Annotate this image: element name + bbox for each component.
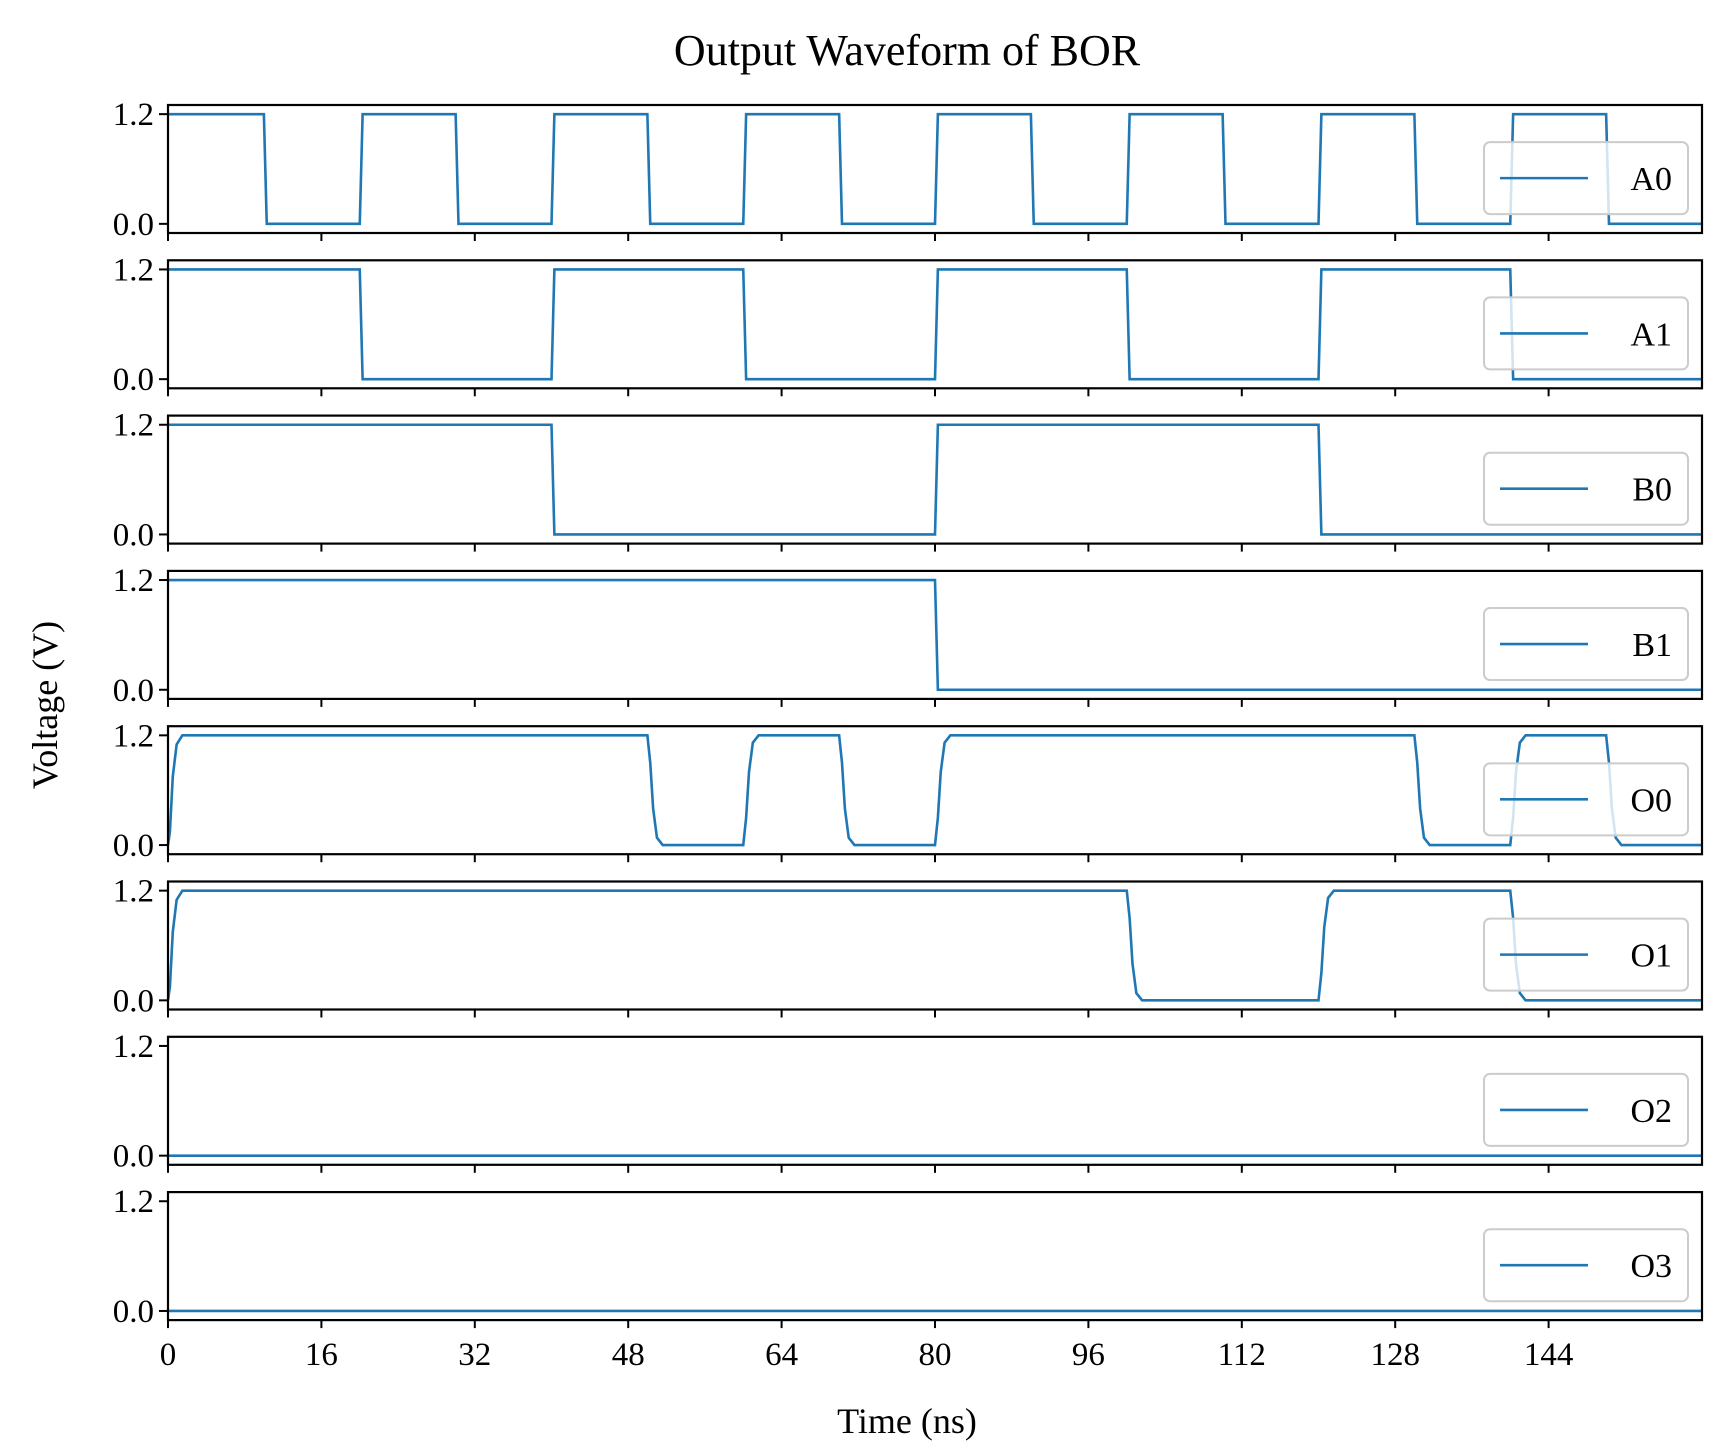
panel-b1: 0.0 1.2 B1 <box>113 563 1704 709</box>
x-tick-label-6: 96 <box>1072 1337 1105 1373</box>
panel-frame-o2 <box>166 1035 1704 1166</box>
x-tick-label-3: 48 <box>612 1337 645 1373</box>
y-axis-label: Voltage (V) <box>25 621 65 789</box>
series-line-a0 <box>168 112 1702 226</box>
legend-label-o0: O0 <box>1630 782 1672 819</box>
legend-b1: B1 <box>1483 607 1689 682</box>
legend-o2: O2 <box>1483 1072 1689 1147</box>
panel-a0: 0.0 1.2 A0 <box>113 97 1704 243</box>
y-tick-label-a1-1: 1.2 <box>113 252 154 288</box>
x-tick-label-4: 64 <box>765 1337 798 1373</box>
series-line-b1 <box>168 578 1702 692</box>
legend-label-a1: A1 <box>1630 316 1672 353</box>
x-tick-label-2: 32 <box>458 1337 491 1373</box>
panel-frame-o1 <box>166 880 1704 1011</box>
x-tick-label-5: 80 <box>919 1337 952 1373</box>
y-tick-label-b0-0: 0.0 <box>113 517 154 553</box>
panel-o2: 0.0 1.2 O2 <box>113 1029 1704 1175</box>
y-tick-label-a1-0: 0.0 <box>113 362 154 398</box>
x-tick-label-7: 112 <box>1218 1337 1266 1373</box>
panel-o1: 0.0 1.2 O1 <box>113 874 1704 1019</box>
legend-label-o2: O2 <box>1630 1093 1672 1130</box>
y-tick-label-o3-1: 1.2 <box>113 1184 154 1220</box>
x-ticks-group: 0 16 32 48 64 80 96 112 128 144 <box>160 1337 1574 1373</box>
legend-label-a0: A0 <box>1630 161 1672 198</box>
legend-o3: O3 <box>1483 1228 1689 1303</box>
y-tick-label-a0-1: 1.2 <box>113 97 154 133</box>
legend-o1: O1 <box>1483 917 1689 992</box>
y-tick-label-o1-0: 0.0 <box>113 983 154 1019</box>
x-tick-label-1: 16 <box>305 1337 338 1373</box>
legend-label-o3: O3 <box>1630 1248 1672 1285</box>
series-line-a1 <box>168 268 1702 381</box>
legend-a0: A0 <box>1483 141 1689 216</box>
y-tick-label-b1-1: 1.2 <box>113 563 154 599</box>
panel-o0: 0.0 1.2 O0 <box>113 718 1704 864</box>
legend-a1: A1 <box>1483 296 1689 371</box>
y-tick-label-o2-0: 0.0 <box>113 1139 154 1175</box>
legend-o0: O0 <box>1483 762 1689 837</box>
panels-group: 0.0 1.2 A0 0.0 1.2 A1 0.0 1.2 B0 0.0 1.2 B1 0.0 1.2 O0… <box>113 97 1704 1330</box>
series-line-b0 <box>168 423 1702 536</box>
panel-b0: 0.0 1.2 B0 <box>113 408 1704 553</box>
y-tick-label-o0-0: 0.0 <box>113 828 154 864</box>
chart-title: Output Waveform of BOR <box>674 26 1141 75</box>
panel-frame-o3 <box>166 1190 1704 1322</box>
panel-o3: 0.0 1.2 O3 <box>113 1184 1704 1330</box>
x-tick-label-0: 0 <box>160 1337 177 1373</box>
series-line-o1 <box>166 889 1702 1002</box>
x-tick-label-8: 128 <box>1370 1337 1420 1373</box>
y-tick-label-o2-1: 1.2 <box>113 1029 154 1065</box>
legend-label-b0: B0 <box>1632 472 1672 509</box>
y-tick-label-a0-0: 0.0 <box>113 207 154 243</box>
y-tick-label-b0-1: 1.2 <box>113 408 154 444</box>
panel-a1: 0.0 1.2 A1 <box>113 252 1704 398</box>
y-tick-label-o3-0: 0.0 <box>113 1294 154 1330</box>
legend-label-b1: B1 <box>1632 627 1672 664</box>
y-tick-label-o1-1: 1.2 <box>113 874 154 910</box>
legend-b0: B0 <box>1483 451 1689 526</box>
y-tick-label-o0-1: 1.2 <box>113 718 154 754</box>
y-tick-label-b1-0: 0.0 <box>113 673 154 709</box>
x-axis-label: Time (ns) <box>837 1401 977 1441</box>
legend-label-o1: O1 <box>1630 938 1672 975</box>
series-line-o0 <box>166 734 1702 847</box>
x-tick-label-9: 144 <box>1524 1337 1574 1373</box>
